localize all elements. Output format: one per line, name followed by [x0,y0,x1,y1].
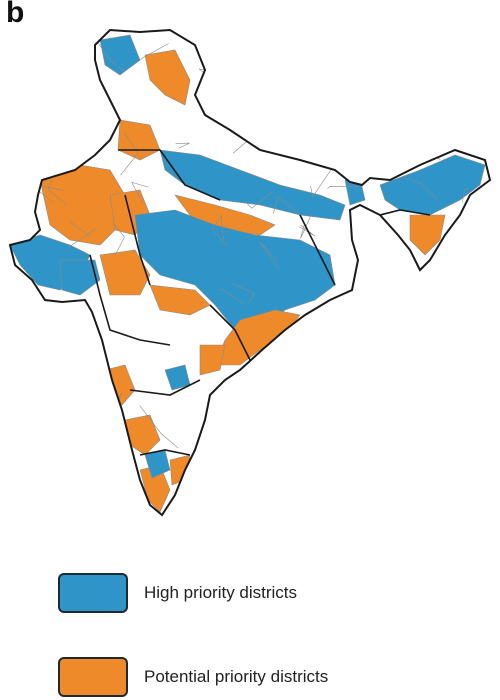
district-boundary-line [69,220,91,238]
district-boundary-line [12,51,50,64]
district-boundary-line [67,228,96,248]
district-boundary-line [300,211,313,239]
region-potential-central-west [99,249,151,296]
region-potential-central-south [149,284,211,316]
district-boundary-line [360,376,390,391]
panel-label: b [6,0,25,29]
district-boundary-line [139,405,179,449]
district-boundary-line [47,179,67,206]
district-boundary-line [297,455,328,477]
region-high-kashmir [99,34,141,76]
district-boundary-line [131,181,149,203]
district-boundary-line [387,478,397,515]
legend-item-potential-priority: Potential priority districts [58,657,328,697]
district-boundary-line [67,470,94,478]
region-high-gujarat-2 [59,259,101,296]
district-boundary-line [120,133,139,176]
india-district-map [9,29,491,516]
district-boundary-line [323,334,355,351]
district-boundary-line [220,94,233,107]
district-boundary-line [176,497,198,515]
district-boundary-line [48,40,66,61]
district-boundary-line [70,349,94,388]
region-high-northeast [379,154,486,216]
district-boundary-line [292,354,338,377]
district-boundary-line [220,289,246,306]
district-boundary-line [175,142,190,149]
district-boundary-line [428,494,441,515]
region-potential-ladakh [144,49,191,106]
district-boundary-line [13,410,25,428]
district-boundary-line [45,94,52,110]
legend-label-high-priority: High priority districts [144,583,298,602]
district-boundary-line [272,196,304,219]
legend-swatch-high-priority [58,573,128,613]
district-boundary-line [44,455,54,467]
district-boundary-line [350,369,385,384]
district-boundary-line [10,202,19,223]
district-boundary-line [327,186,358,189]
district-boundary-line [211,214,227,246]
district-boundary-line [113,222,125,256]
legend-label-potential-priority: Potential priority districts [144,667,329,686]
district-boundary-line [31,483,49,508]
district-boundary-line [309,95,335,115]
district-boundary-line [229,498,254,507]
district-boundary-line [29,132,52,166]
district-boundary-line [283,128,289,146]
district-fills [10,34,486,513]
district-boundary-line [203,442,232,455]
district-boundary-line [245,191,273,209]
district-boundary-line [364,309,373,344]
region-high-central [134,209,336,331]
district-boundary-line [220,214,225,240]
state-boundaries [89,149,431,456]
district-boundary-line [310,167,333,198]
district-boundary-line [411,138,441,160]
region-potential-ap [199,344,226,376]
district-boundary-line [230,282,255,304]
district-boundary-line [325,37,333,68]
district-boundary-line [302,45,310,73]
district-boundary-line [462,188,469,203]
district-boundary-line [403,177,437,200]
district-boundary-line [259,241,280,269]
legend-swatch-potential-priority [58,657,128,697]
district-boundary-line [431,45,443,82]
district-boundary-line [221,65,256,71]
district-boundary-line [36,155,39,176]
district-boundary-line [254,448,284,478]
legend-item-high-priority: High priority districts [58,573,297,613]
district-boundary-line [370,409,386,420]
district-boundary-line [10,400,15,433]
district-boundary-line [399,112,415,118]
district-boundary-line [366,482,373,505]
district-boundary-line [219,455,235,468]
district-boundary-line [347,47,374,63]
district-boundary-line [429,275,471,283]
district-boundary-line [461,318,472,329]
region-potential-northeast [409,214,446,256]
district-boundary-line [140,43,169,61]
district-boundary-line [216,48,248,56]
